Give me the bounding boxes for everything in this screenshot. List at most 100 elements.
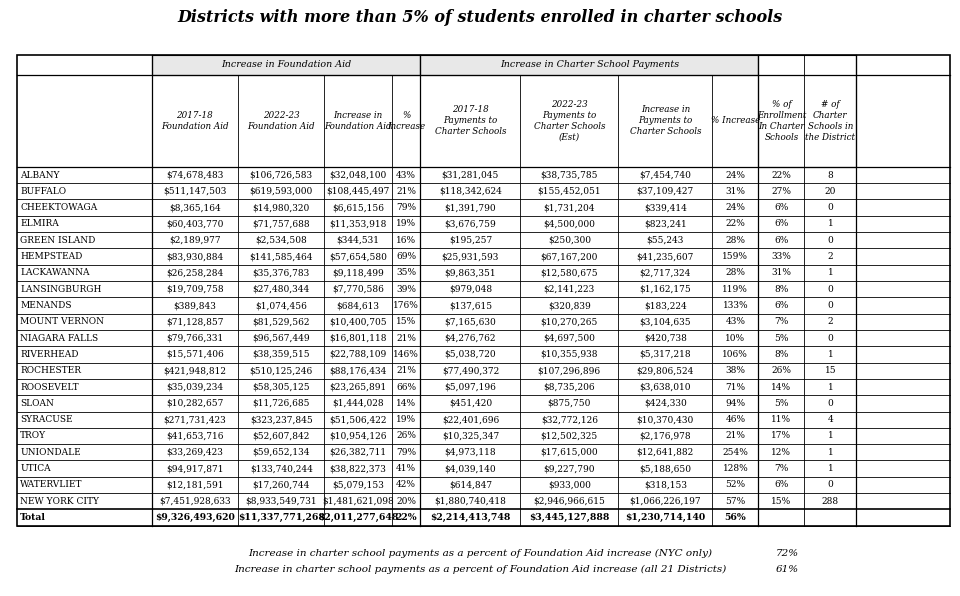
Text: $1,066,226,197: $1,066,226,197 [630, 496, 701, 506]
Text: $8,365,164: $8,365,164 [169, 203, 221, 212]
Text: $71,757,688: $71,757,688 [252, 219, 310, 228]
Text: $4,500,000: $4,500,000 [543, 219, 595, 228]
Text: LACKAWANNA: LACKAWANNA [20, 268, 89, 277]
Text: 22%: 22% [772, 170, 791, 179]
Text: 133%: 133% [723, 301, 748, 310]
Text: $7,454,740: $7,454,740 [639, 170, 691, 179]
Text: 52%: 52% [726, 480, 745, 489]
Text: 6%: 6% [775, 480, 788, 489]
Text: $684,613: $684,613 [337, 301, 379, 310]
Text: $7,770,586: $7,770,586 [332, 285, 384, 294]
Text: 1: 1 [828, 448, 833, 457]
Text: 6%: 6% [775, 236, 788, 245]
Text: 106%: 106% [723, 350, 748, 359]
Text: $320,839: $320,839 [548, 301, 590, 310]
Text: $9,118,499: $9,118,499 [332, 268, 384, 277]
Text: 6%: 6% [775, 203, 788, 212]
Text: $323,237,845: $323,237,845 [250, 415, 313, 424]
Text: Districts with more than 5% of students enrolled in charter schools: Districts with more than 5% of students … [178, 10, 782, 26]
Text: $25,931,593: $25,931,593 [442, 252, 499, 261]
Text: 7%: 7% [775, 464, 788, 473]
Text: $14,980,320: $14,980,320 [252, 203, 310, 212]
Text: $51,506,422: $51,506,422 [329, 415, 387, 424]
Text: 0: 0 [828, 301, 833, 310]
Text: 19%: 19% [396, 415, 416, 424]
Text: 14%: 14% [396, 399, 416, 408]
Text: 46%: 46% [726, 415, 745, 424]
Text: $2,946,966,615: $2,946,966,615 [534, 496, 605, 506]
Text: 6%: 6% [775, 219, 788, 228]
Text: MOUNT VERNON: MOUNT VERNON [20, 317, 104, 327]
Text: $79,766,331: $79,766,331 [166, 334, 224, 343]
Text: $155,452,051: $155,452,051 [538, 187, 601, 196]
Text: % of
Enrollment
In Charter
Schools: % of Enrollment In Charter Schools [756, 100, 806, 142]
Text: 0: 0 [828, 399, 833, 408]
Text: $5,317,218: $5,317,218 [639, 350, 691, 359]
Text: 28%: 28% [726, 236, 745, 245]
Text: $11,353,918: $11,353,918 [329, 219, 387, 228]
Text: 4: 4 [828, 415, 833, 424]
Text: 22%: 22% [726, 219, 745, 228]
Text: 128%: 128% [723, 464, 748, 473]
Text: $511,147,503: $511,147,503 [163, 187, 227, 196]
Bar [152, 55, 420, 74]
Text: $118,342,624: $118,342,624 [439, 187, 502, 196]
Text: $8,735,206: $8,735,206 [543, 383, 595, 392]
Text: $107,296,896: $107,296,896 [538, 366, 601, 375]
Text: 1: 1 [828, 383, 833, 392]
Bar [17, 55, 950, 526]
Text: 7%: 7% [775, 317, 788, 327]
Text: $12,580,675: $12,580,675 [540, 268, 598, 277]
Text: Increase in
Foundation Aid: Increase in Foundation Aid [324, 111, 392, 131]
Text: 94%: 94% [726, 399, 745, 408]
Text: $38,735,785: $38,735,785 [540, 170, 598, 179]
Text: 72%: 72% [776, 548, 799, 558]
Text: 8: 8 [828, 170, 833, 179]
Text: $27,480,344: $27,480,344 [252, 285, 310, 294]
Text: UNIONDALE: UNIONDALE [20, 448, 81, 457]
Text: 41%: 41% [396, 464, 416, 473]
Text: ALBANY: ALBANY [20, 170, 60, 179]
Text: 17%: 17% [772, 432, 791, 440]
Text: $11,337,771,268: $11,337,771,268 [238, 513, 324, 522]
Text: 2022-23
Foundation Aid: 2022-23 Foundation Aid [248, 111, 315, 131]
Text: $389,843: $389,843 [174, 301, 216, 310]
Text: 43%: 43% [396, 170, 416, 179]
Text: Increase in
Payments to
Charter Schools: Increase in Payments to Charter Schools [630, 105, 701, 136]
Text: $183,224: $183,224 [644, 301, 686, 310]
Text: $15,571,406: $15,571,406 [166, 350, 224, 359]
Text: $3,638,010: $3,638,010 [639, 383, 691, 392]
Text: $3,104,635: $3,104,635 [639, 317, 691, 327]
Bar [420, 55, 758, 74]
Text: $3,676,759: $3,676,759 [444, 219, 496, 228]
Text: $1,074,456: $1,074,456 [255, 301, 307, 310]
Text: 39%: 39% [396, 285, 416, 294]
Text: $619,593,000: $619,593,000 [250, 187, 313, 196]
Text: % Increase: % Increase [710, 116, 760, 125]
Text: $57,654,580: $57,654,580 [329, 252, 387, 261]
Text: $29,806,524: $29,806,524 [636, 366, 694, 375]
Text: $22,401,696: $22,401,696 [442, 415, 499, 424]
Bar [758, 55, 856, 167]
Text: $133,740,244: $133,740,244 [250, 464, 313, 473]
Text: 28%: 28% [726, 268, 745, 277]
Text: TROY: TROY [20, 432, 46, 440]
Text: $12,502,325: $12,502,325 [540, 432, 598, 440]
Text: 79%: 79% [396, 203, 416, 212]
Text: 26%: 26% [396, 432, 416, 440]
Text: Increase in charter school payments as a percent of Foundation Aid increase (NYC: Increase in charter school payments as a… [248, 548, 712, 558]
Text: $37,109,427: $37,109,427 [636, 187, 694, 196]
Text: $10,270,265: $10,270,265 [540, 317, 598, 327]
Text: GREEN ISLAND: GREEN ISLAND [20, 236, 96, 245]
Text: 0: 0 [828, 334, 833, 343]
Text: 11%: 11% [772, 415, 791, 424]
Text: MENANDS: MENANDS [20, 301, 72, 310]
Text: $10,954,126: $10,954,126 [329, 432, 387, 440]
Text: $22,788,109: $22,788,109 [329, 350, 387, 359]
Text: $1,880,740,418: $1,880,740,418 [435, 496, 506, 506]
Text: $1,230,714,140: $1,230,714,140 [625, 513, 706, 522]
Text: $67,167,200: $67,167,200 [540, 252, 598, 261]
Text: $10,355,938: $10,355,938 [540, 350, 598, 359]
Text: $5,079,153: $5,079,153 [332, 480, 384, 489]
Text: $2,717,324: $2,717,324 [639, 268, 691, 277]
